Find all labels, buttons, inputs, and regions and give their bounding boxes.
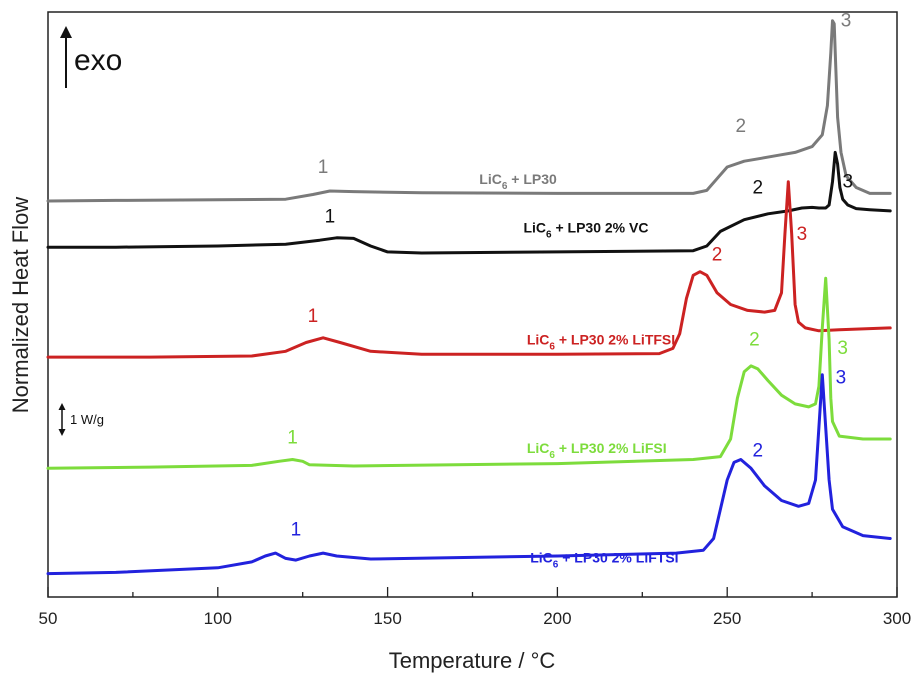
- peak-label-1-2: 2: [735, 116, 746, 137]
- peak-label-5-3: 3: [836, 367, 847, 388]
- peak-label-5-1: 1: [291, 520, 302, 541]
- x-tick-label: 150: [373, 609, 401, 628]
- peak-label-2-2: 2: [752, 177, 763, 198]
- series-line-3: [46, 180, 892, 359]
- series-line-2: [46, 150, 892, 255]
- peak-label-2-3: 3: [842, 172, 853, 193]
- series-label-4: LiC6 + LP30 2% LiFSI: [527, 440, 667, 461]
- x-tick-label: 250: [713, 609, 741, 628]
- scale-bar-up-arrow-icon: [58, 403, 66, 410]
- peak-label-2-1: 1: [325, 207, 336, 228]
- series-line-1: [46, 19, 892, 203]
- scale-bar-label: 1 W/g: [70, 412, 104, 427]
- scale-bar-down-arrow-icon: [58, 429, 66, 436]
- peak-label-4-1: 1: [287, 428, 298, 449]
- series-label-1: LiC6 + LP30: [479, 171, 557, 192]
- x-axis-ticks: 50 100 150 200 250 300: [39, 587, 911, 628]
- peak-label-3-1: 1: [308, 306, 319, 327]
- series-line-5: [46, 373, 892, 576]
- peak-label-4-2: 2: [749, 329, 760, 350]
- label-layer: LiC6 + LP30 1 2 3 LiC6 + LP30 2% VC 1 2 3 LiC6 +…: [287, 11, 853, 571]
- series-label-3: LiC6 + LP30 2% LiTFSI: [527, 331, 675, 352]
- exo-arrow-head-icon: [60, 26, 72, 38]
- x-tick-label: 50: [39, 609, 58, 628]
- peak-label-3-2: 2: [712, 245, 723, 266]
- x-axis-title: Temperature / °C: [389, 648, 556, 673]
- series-label-2: LiC6 + LP30 2% VC: [523, 220, 648, 241]
- x-tick-label: 100: [204, 609, 232, 628]
- exo-label: exo: [74, 44, 122, 77]
- x-tick-label: 300: [883, 609, 911, 628]
- series-layer: [46, 19, 892, 576]
- y-axis-title: Normalized Heat Flow: [8, 197, 33, 414]
- x-tick-label: 200: [543, 609, 571, 628]
- peak-label-5-2: 2: [752, 441, 763, 462]
- peak-label-1-1: 1: [318, 157, 329, 178]
- peak-label-4-3: 3: [837, 338, 848, 359]
- peak-label-1-3: 3: [841, 11, 852, 32]
- peak-label-3-3: 3: [797, 224, 808, 245]
- series-line-4: [46, 276, 892, 470]
- series-label-5: LiC6 + LP30 2% LiFTSI: [530, 549, 678, 570]
- plot-frame: [47, 11, 898, 598]
